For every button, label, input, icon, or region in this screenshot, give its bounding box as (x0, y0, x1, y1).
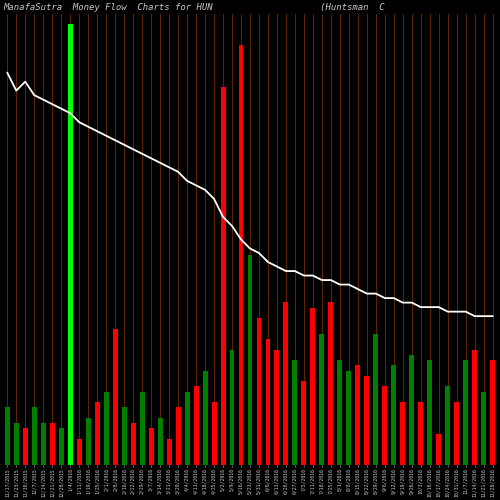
Bar (392, 366, 396, 465)
Bar (374, 334, 378, 465)
Bar (166, 439, 172, 465)
Bar (338, 360, 342, 465)
Bar (364, 376, 370, 465)
Bar (346, 370, 352, 465)
Bar (41, 423, 46, 465)
Bar (302, 381, 306, 465)
Bar (130, 423, 136, 465)
Bar (194, 386, 198, 465)
Bar (410, 355, 414, 465)
Text: ManafaSutra  Money Flow  Charts for HUN                    (Huntsman  C         : ManafaSutra Money Flow Charts for HUN (H… (3, 3, 500, 12)
Bar (472, 350, 477, 465)
Bar (158, 418, 162, 465)
Bar (256, 318, 262, 465)
Bar (112, 328, 117, 465)
Bar (220, 88, 226, 465)
Bar (310, 308, 316, 465)
Bar (86, 418, 90, 465)
Bar (400, 402, 406, 465)
Bar (14, 423, 18, 465)
Bar (238, 46, 244, 465)
Bar (418, 402, 424, 465)
Bar (76, 439, 82, 465)
Bar (490, 360, 495, 465)
Bar (5, 408, 10, 465)
Bar (184, 392, 190, 465)
Bar (148, 428, 154, 465)
Bar (104, 392, 108, 465)
Bar (328, 302, 334, 465)
Bar (266, 339, 270, 465)
Bar (122, 408, 126, 465)
Bar (32, 408, 36, 465)
Bar (274, 350, 280, 465)
Bar (94, 402, 100, 465)
Bar (356, 366, 360, 465)
Bar (176, 408, 180, 465)
Bar (292, 360, 298, 465)
Bar (482, 392, 486, 465)
Bar (50, 423, 54, 465)
Bar (58, 428, 64, 465)
Bar (464, 360, 468, 465)
Bar (446, 386, 450, 465)
Bar (23, 428, 28, 465)
Bar (382, 386, 388, 465)
Bar (202, 370, 207, 465)
Bar (320, 334, 324, 465)
Bar (68, 24, 72, 465)
Bar (428, 360, 432, 465)
Bar (248, 255, 252, 465)
Bar (436, 434, 442, 465)
Bar (230, 350, 234, 465)
Bar (212, 402, 216, 465)
Bar (140, 392, 144, 465)
Bar (284, 302, 288, 465)
Bar (454, 402, 459, 465)
